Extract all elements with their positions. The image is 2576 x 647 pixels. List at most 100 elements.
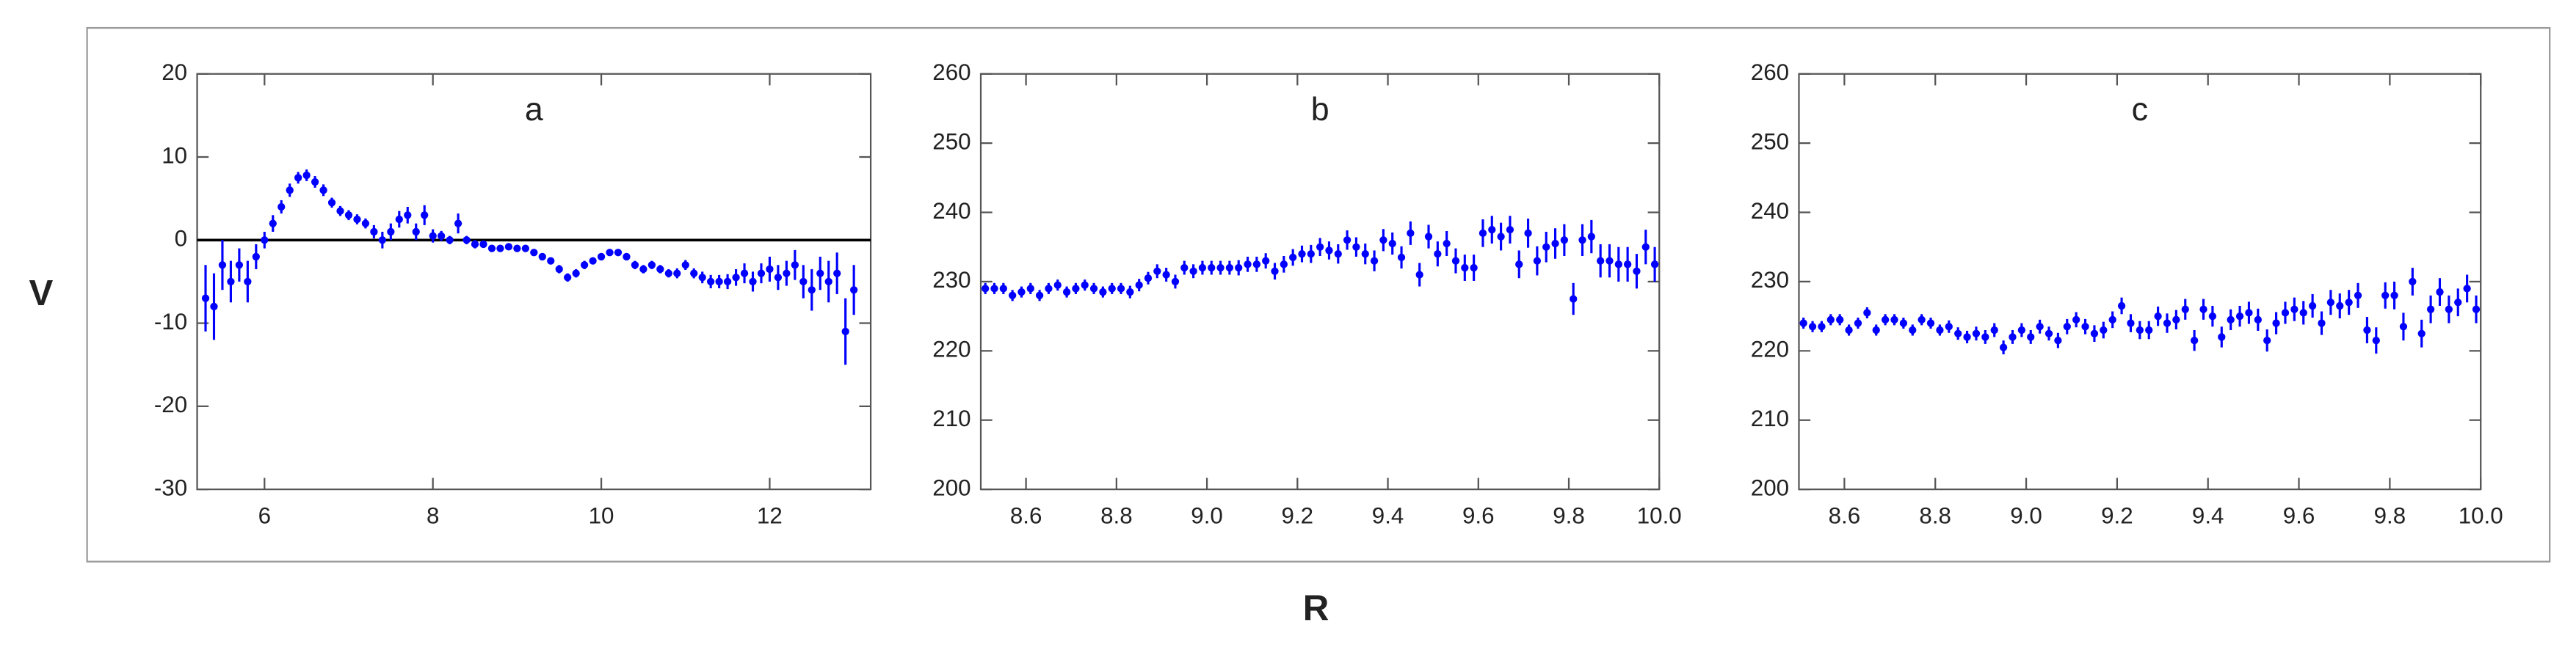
data-point [1072, 285, 1080, 293]
data-point [740, 269, 749, 277]
data-point [1388, 239, 1396, 248]
data-point [1198, 263, 1207, 272]
data-point [1623, 260, 1632, 268]
plot-frame [196, 73, 872, 491]
data-point [1881, 315, 1890, 324]
data-point [841, 327, 849, 336]
data-point [252, 252, 260, 261]
data-point [1461, 263, 1469, 272]
data-point [690, 269, 698, 277]
data-point [378, 236, 387, 244]
data-point [538, 252, 546, 261]
data-point [1153, 267, 1161, 275]
x-tick-label: 12 [757, 502, 783, 528]
data-point [2336, 301, 2344, 310]
data-point [2190, 337, 2199, 345]
data-point [1235, 263, 1243, 272]
data-point [681, 261, 689, 269]
data-point [235, 261, 244, 269]
data-point [2399, 323, 2408, 331]
data-point [2417, 329, 2426, 337]
data-point [2045, 329, 2053, 337]
data-point [1999, 343, 2008, 351]
x-tick-label: 8.8 [1100, 502, 1133, 528]
data-point [1633, 267, 1641, 275]
data-point [2027, 333, 2035, 341]
data-point [1424, 233, 1433, 241]
x-tick-label: 8.6 [1010, 502, 1042, 528]
x-tick-label: 9.8 [2374, 502, 2406, 528]
data-point [715, 277, 723, 286]
x-tick-label: 8.6 [1829, 502, 1861, 528]
data-point [1244, 260, 1252, 268]
panel-title: a [525, 91, 543, 128]
data-point [1252, 260, 1261, 268]
y-tick-label: 260 [932, 59, 970, 85]
data-point [1936, 326, 1944, 335]
y-tick-label: 10 [162, 142, 187, 168]
data-point [2409, 277, 2417, 286]
data-point [1918, 315, 1926, 324]
data-point [218, 261, 227, 269]
data-point [1180, 263, 1189, 272]
data-point [1899, 319, 1908, 327]
data-point [496, 244, 504, 252]
data-point [1872, 326, 1880, 335]
data-point [1343, 236, 1352, 244]
data-point [580, 261, 589, 269]
data-point [2117, 301, 2126, 310]
data-point [2127, 319, 2135, 327]
y-tick-label: 230 [1751, 267, 1789, 293]
y-tick-label: -20 [154, 392, 187, 417]
data-point [2072, 315, 2080, 324]
data-point [1135, 281, 1143, 289]
y-tick-label: 240 [932, 198, 970, 224]
data-point [302, 171, 311, 180]
data-point [1845, 326, 1853, 335]
data-point [1045, 285, 1053, 293]
data-point [2145, 326, 2153, 335]
data-point [757, 269, 766, 277]
data-point [547, 257, 555, 265]
data-point [261, 236, 269, 244]
data-point [2390, 291, 2398, 299]
x-tick-label: 9.6 [2283, 502, 2315, 528]
data-point [210, 302, 218, 311]
data-point [336, 207, 344, 215]
data-point [1606, 257, 1614, 265]
data-point [555, 265, 563, 274]
data-point [2354, 291, 2362, 299]
data-point [286, 186, 294, 194]
panel-title: c [2132, 91, 2148, 128]
data-point [1216, 263, 1224, 272]
data-point [1352, 243, 1360, 251]
data-point [1945, 323, 1953, 331]
data-point [429, 232, 437, 240]
data-point [479, 240, 487, 249]
data-point [1171, 277, 1180, 286]
data-point [2063, 323, 2071, 331]
data-point [1826, 315, 1835, 324]
x-tick-label: 9.4 [2192, 502, 2224, 528]
y-tick-label: -10 [154, 309, 187, 335]
data-point [1434, 250, 1442, 258]
data-point [1298, 250, 1306, 258]
data-point [2172, 315, 2180, 324]
data-point [311, 178, 319, 186]
data-point [816, 269, 824, 277]
data-point [999, 285, 1007, 293]
data-point [1542, 243, 1550, 251]
data-point [1506, 225, 1514, 234]
data-point [462, 236, 471, 244]
data-point [1533, 257, 1542, 265]
data-point [1890, 315, 1898, 324]
data-point [639, 265, 647, 274]
data-point [2372, 337, 2380, 345]
data-point [1009, 291, 1017, 299]
data-point [1972, 329, 1981, 337]
data-point [1799, 319, 1807, 327]
data-point [589, 257, 597, 265]
data-point [1990, 326, 1998, 335]
data-point [2235, 312, 2244, 321]
